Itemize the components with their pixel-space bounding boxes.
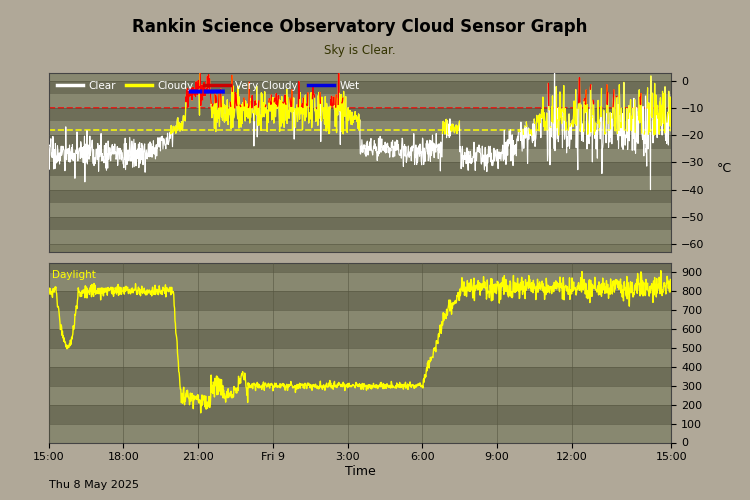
Bar (49, 310, 671, 329)
Bar (49, 230, 671, 244)
Text: Thu 8 May 2025: Thu 8 May 2025 (49, 480, 139, 490)
Bar (49, 94, 671, 108)
Bar (49, 291, 671, 310)
X-axis label: Time: Time (344, 465, 375, 478)
Bar (49, 348, 671, 367)
Text: Sky is Clear.: Sky is Clear. (324, 44, 396, 57)
Text: Daylight: Daylight (52, 270, 96, 280)
Bar (49, 254, 671, 272)
Bar (49, 190, 671, 203)
Bar (49, 424, 671, 442)
Bar (49, 329, 671, 348)
Bar (49, 203, 671, 216)
Bar (49, 135, 671, 148)
Bar (49, 404, 671, 423)
Bar (49, 122, 671, 135)
Bar (49, 367, 671, 386)
Bar (49, 148, 671, 162)
Bar (49, 67, 671, 80)
Y-axis label: °C: °C (716, 162, 731, 175)
Bar (49, 216, 671, 230)
Bar (49, 162, 671, 176)
Text: Rankin Science Observatory Cloud Sensor Graph: Rankin Science Observatory Cloud Sensor … (132, 18, 588, 36)
Bar (49, 80, 671, 94)
Bar (49, 108, 671, 122)
Bar (49, 386, 671, 404)
Legend: Clear, Cloudy, Very Cloudy, Wet: Clear, Cloudy, Very Cloudy, Wet (54, 78, 363, 94)
Bar (49, 176, 671, 190)
Bar (49, 272, 671, 291)
